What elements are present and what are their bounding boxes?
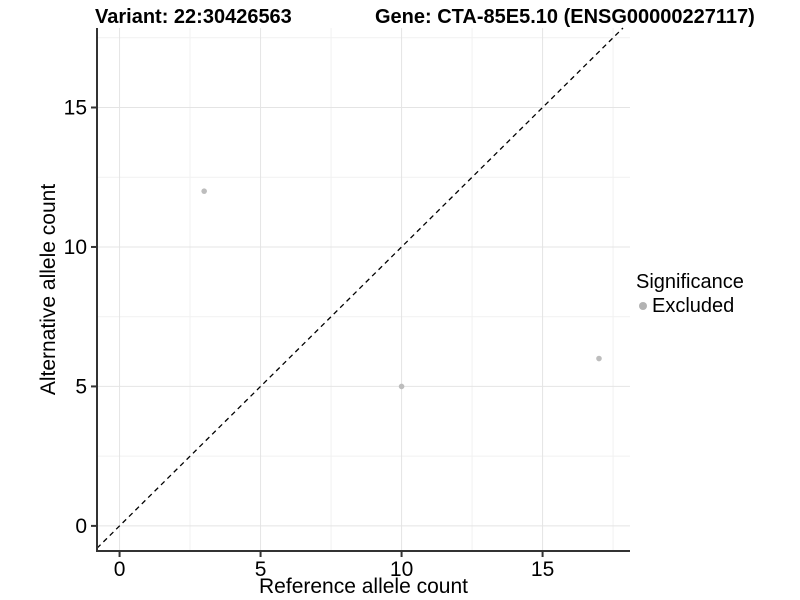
data-point bbox=[596, 355, 602, 362]
data-point bbox=[398, 383, 405, 390]
x-axis-tick-label: 15 bbox=[531, 558, 554, 581]
data-point bbox=[201, 188, 207, 194]
legend: Significance Excluded bbox=[636, 270, 744, 318]
legend-item-label: Excluded bbox=[652, 295, 735, 317]
y-axis-tick-label: 0 bbox=[75, 515, 87, 538]
x-axis-tick-label: 10 bbox=[390, 558, 413, 581]
x-axis-title: Reference allele count bbox=[259, 575, 468, 598]
y-axis-tick-label: 5 bbox=[75, 375, 87, 398]
identity-reference-line bbox=[96, 27, 624, 549]
legend-point-icon bbox=[639, 302, 647, 310]
legend-item-excluded: Excluded bbox=[636, 294, 744, 318]
legend-title: Significance bbox=[636, 271, 744, 293]
x-axis-tick-label: 5 bbox=[255, 558, 267, 581]
y-axis-tick-label: 15 bbox=[64, 96, 87, 119]
gene-title: Gene: CTA-85E5.10 (ENSG00000227117) bbox=[375, 6, 755, 28]
x-axis-tick-label: 0 bbox=[114, 558, 126, 581]
y-axis-title: Alternative allele count bbox=[37, 184, 60, 395]
variant-title: Variant: 22:30426563 bbox=[95, 6, 292, 28]
y-axis-tick-label: 10 bbox=[64, 236, 87, 259]
